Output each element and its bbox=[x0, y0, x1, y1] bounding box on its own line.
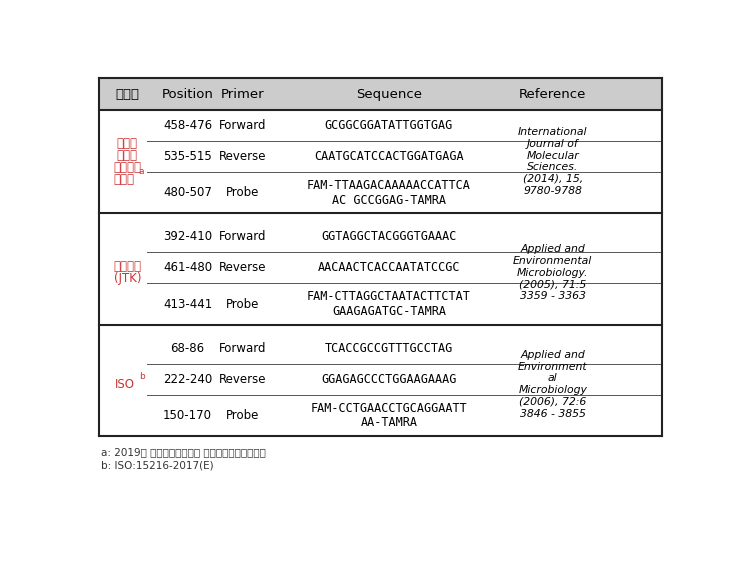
Text: b: b bbox=[139, 372, 145, 381]
Text: Position: Position bbox=[162, 87, 214, 101]
Text: Microbiology.: Microbiology. bbox=[517, 268, 588, 278]
Text: International: International bbox=[518, 127, 588, 137]
Text: Forward: Forward bbox=[218, 230, 266, 243]
Text: Environmental: Environmental bbox=[513, 256, 592, 266]
Text: 535-515: 535-515 bbox=[163, 150, 212, 163]
Text: FAM-TTAAGACAAAAACCATTCA: FAM-TTAAGACAAAAACCATTCA bbox=[307, 178, 471, 192]
Text: FAM-CTTAGGCTAATACTTCTAT: FAM-CTTAGGCTAATACTTCTAT bbox=[307, 290, 471, 303]
Text: 9780-9788: 9780-9788 bbox=[523, 186, 582, 196]
Text: TCACCGCCGTTTGCCTAG: TCACCGCCGTTTGCCTAG bbox=[325, 342, 453, 355]
Text: 참고문헌: 참고문헌 bbox=[114, 260, 141, 273]
Text: GAAGAGATGC-TAMRA: GAAGAGATGC-TAMRA bbox=[332, 305, 446, 318]
Text: 68-86: 68-86 bbox=[171, 342, 205, 355]
Text: Reverse: Reverse bbox=[218, 373, 266, 386]
Text: (2005), 71:5: (2005), 71:5 bbox=[519, 280, 586, 289]
Text: Reference: Reference bbox=[519, 87, 586, 101]
Text: Applied and: Applied and bbox=[520, 244, 585, 254]
Text: CAATGCATCCACTGGATGAGA: CAATGCATCCACTGGATGAGA bbox=[314, 150, 464, 163]
Text: 시험법: 시험법 bbox=[115, 87, 139, 101]
Text: GCGGCGGATATTGGTGAG: GCGGCGGATATTGGTGAG bbox=[325, 119, 453, 132]
Bar bbox=[99, 78, 662, 110]
Text: GGTAGGCTACGGGTGAAAC: GGTAGGCTACGGGTGAAAC bbox=[321, 230, 456, 243]
Text: Probe: Probe bbox=[226, 186, 259, 199]
Text: 식약처: 식약처 bbox=[116, 137, 138, 150]
Text: 시험법: 시험법 bbox=[114, 173, 135, 186]
Text: 3359 - 3363: 3359 - 3363 bbox=[520, 291, 585, 301]
Text: 458-476: 458-476 bbox=[163, 119, 212, 132]
Text: (JTK): (JTK) bbox=[114, 272, 141, 285]
Text: Probe: Probe bbox=[226, 409, 259, 422]
Text: 식중독: 식중독 bbox=[116, 149, 138, 162]
Text: al: al bbox=[548, 373, 557, 383]
Text: b: ISO:15216-2017(E): b: ISO:15216-2017(E) bbox=[102, 461, 214, 471]
Text: Reverse: Reverse bbox=[218, 261, 266, 274]
Text: 150-170: 150-170 bbox=[163, 409, 212, 422]
Text: 461-480: 461-480 bbox=[163, 261, 212, 274]
Text: Sciences.: Sciences. bbox=[527, 162, 579, 172]
Text: AC GCCGGAG-TAMRA: AC GCCGGAG-TAMRA bbox=[332, 194, 446, 207]
Text: AACAACTCACCAATATCCGC: AACAACTCACCAATATCCGC bbox=[318, 261, 460, 274]
Text: (2014), 15,: (2014), 15, bbox=[522, 174, 583, 184]
Text: 413-441: 413-441 bbox=[163, 297, 212, 311]
Text: Forward: Forward bbox=[218, 342, 266, 355]
Text: 480-507: 480-507 bbox=[163, 186, 212, 199]
Text: ISO: ISO bbox=[114, 378, 134, 391]
Text: Applied and: Applied and bbox=[520, 350, 585, 360]
Text: (2006), 72:6: (2006), 72:6 bbox=[519, 397, 586, 407]
Text: GGAGAGCCCTGGAAGAAAG: GGAGAGCCCTGGAAGAAAG bbox=[321, 373, 456, 386]
Text: Forward: Forward bbox=[218, 119, 266, 132]
Text: Journal of: Journal of bbox=[527, 139, 579, 149]
Text: a: a bbox=[139, 167, 145, 176]
Text: Probe: Probe bbox=[226, 297, 259, 311]
Text: Molecular: Molecular bbox=[526, 150, 580, 160]
Text: Primer: Primer bbox=[220, 87, 264, 101]
Text: a: 2019년 식품의약품안전처 식중독원인조사시험법: a: 2019년 식품의약품안전처 식중독원인조사시험법 bbox=[102, 447, 266, 457]
Text: AA-TAMRA: AA-TAMRA bbox=[361, 417, 418, 430]
Text: Environment: Environment bbox=[518, 361, 588, 372]
Text: FAM-CCTGAACCTGCAGGAATT: FAM-CCTGAACCTGCAGGAATT bbox=[310, 401, 467, 414]
Text: 222-240: 222-240 bbox=[163, 373, 212, 386]
Text: Sequence: Sequence bbox=[356, 87, 422, 101]
Text: Reverse: Reverse bbox=[218, 150, 266, 163]
Text: 392-410: 392-410 bbox=[163, 230, 212, 243]
Text: 3846 - 3855: 3846 - 3855 bbox=[520, 409, 585, 418]
Text: 원인조사: 원인조사 bbox=[114, 161, 141, 174]
Text: Microbiology: Microbiology bbox=[519, 385, 587, 395]
